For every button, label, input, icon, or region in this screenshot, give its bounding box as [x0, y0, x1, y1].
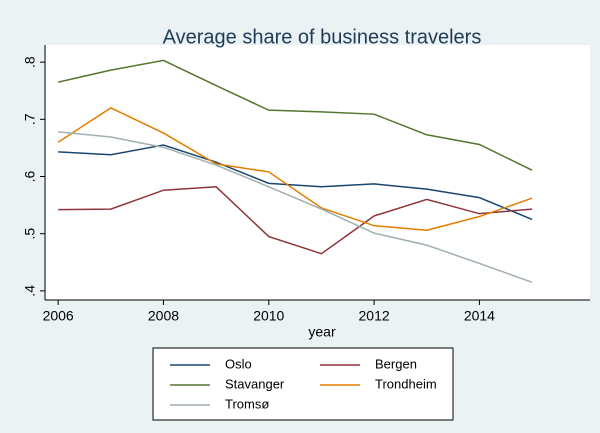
legend-label: Bergen: [375, 356, 417, 371]
legend-label: Tromsø: [225, 396, 269, 411]
y-tick-label: .6: [22, 170, 38, 182]
x-tick-label: 2008: [148, 308, 179, 324]
plot-area: [45, 45, 590, 300]
y-tick-label: .7: [22, 113, 38, 125]
series-line: [57, 59, 533, 171]
legend: [152, 347, 454, 421]
x-tick-label: 2012: [359, 308, 390, 324]
chart-title: Average share of business travelers: [163, 26, 482, 48]
legend-label: Trondheim: [375, 376, 437, 391]
series-line: [58, 186, 533, 255]
x-tick-label: 2006: [43, 308, 74, 324]
x-tick-label: 2010: [253, 308, 284, 324]
y-tick-label: .5: [22, 228, 38, 240]
legend-label: Oslo: [225, 356, 252, 371]
series-line: [58, 144, 533, 221]
legend-label: Stavanger: [225, 376, 285, 391]
y-tick-label: .4: [22, 285, 38, 297]
series-line: [58, 131, 533, 283]
x-axis-label: year: [308, 324, 336, 340]
series-line: [57, 107, 533, 232]
y-tick-label: .8: [22, 56, 38, 68]
x-tick-label: 2014: [464, 308, 495, 324]
